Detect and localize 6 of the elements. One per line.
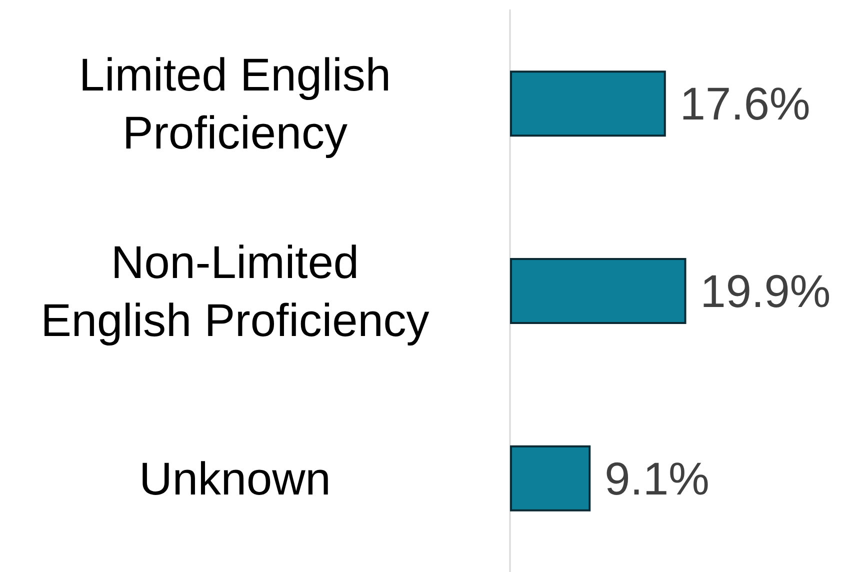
y-tick-label: Non-Limited English Proficiency [40, 236, 430, 346]
y-tick-label: Limited English Proficiency [79, 48, 391, 159]
data-label: 9.1% [604, 452, 710, 504]
data-label: 17.6% [680, 78, 810, 130]
data-label: 19.9% [700, 265, 831, 317]
y-tick-label: Unknown [139, 452, 331, 504]
